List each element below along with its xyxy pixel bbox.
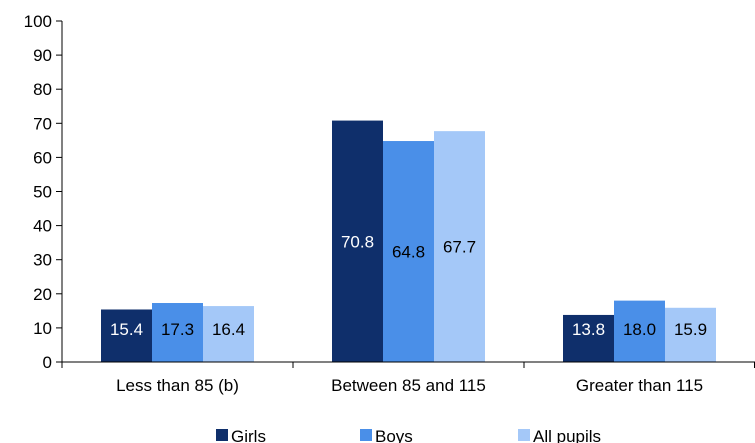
bar [665,307,716,362]
bar [383,141,434,362]
legend-label: All pupils [533,427,601,443]
data-label: 15.4 [110,320,143,339]
x-category-label: Less than 85 (b) [116,376,239,395]
y-tick-label: 80 [33,80,52,99]
y-tick-label: 10 [33,319,52,338]
x-axis: Less than 85 (b) Between 85 and 115 Greate… [61,361,755,395]
bar [332,120,383,363]
x-category-label: Greater than 115 [576,376,703,395]
legend-swatch [216,429,228,441]
legend-swatch [518,429,530,441]
bars: 15.4 17.3 16.4 70.8 64.8 67.7 13.8 18.0 15.9 [101,120,716,363]
legend: Girls Boys All pupils [216,427,601,443]
bar [434,131,485,362]
y-tick-label: 50 [33,183,52,202]
bar [101,309,152,362]
y-tick-label: 0 [43,353,52,372]
y-tick-label: 70 [33,114,52,133]
y-tick-label: 60 [33,148,52,167]
y-tick-label: 100 [24,12,52,31]
data-label: 70.8 [341,232,374,251]
data-label: 13.8 [572,320,605,339]
data-label: 18.0 [623,320,656,339]
data-label: 15.9 [674,320,707,339]
legend-swatch [360,429,372,441]
y-tick-label: 90 [33,46,52,65]
y-tick-label: 30 [33,251,52,270]
x-category-label: Between 85 and 115 [331,376,486,395]
data-label: 64.8 [392,243,425,262]
bar [614,300,665,362]
bar [203,306,254,362]
y-tick-label: 20 [33,285,52,304]
data-label: 17.3 [161,320,194,339]
bar [152,303,203,362]
y-tick-label: 40 [33,217,52,236]
data-label: 67.7 [443,238,476,257]
data-label: 16.4 [212,320,245,339]
legend-label: Boys [375,427,413,443]
legend-label: Girls [231,427,266,443]
bar [563,314,614,362]
y-axis: 0 10 20 30 40 50 60 70 80 90 100 [24,12,63,372]
